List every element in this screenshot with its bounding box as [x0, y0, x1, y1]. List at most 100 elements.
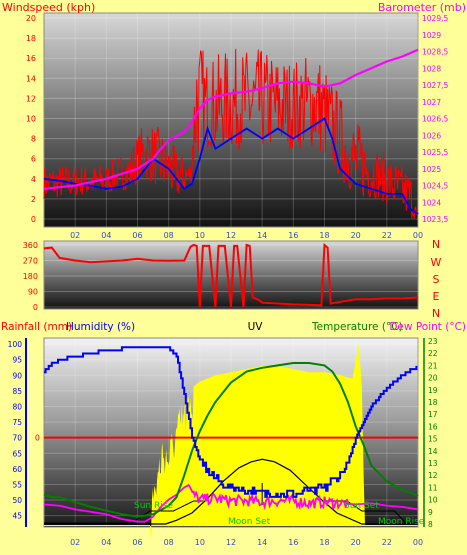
wind-x-tick-label: 22 [382, 231, 392, 240]
dew-point-line [43, 483, 419, 523]
temperature-tick-label: 13 [428, 459, 438, 468]
direction-axis-ticks: 0 90 180 270 360 [23, 241, 38, 312]
temperature-tick-label: 23 [428, 337, 438, 346]
barometer-tick-label: 1024 [422, 198, 441, 207]
moon-rise-label: Moon Rise [378, 517, 425, 527]
solar-radiation-area [44, 344, 418, 541]
direction-letter-e: E [433, 290, 440, 303]
barometer-tick-label: 1024,5 [422, 182, 448, 191]
temperature-tick-label: 18 [428, 398, 438, 407]
climate-x-tick-label: 16 [288, 538, 298, 547]
barometer-tick-label: 1025,5 [422, 148, 448, 157]
direction-letter-s: S [433, 273, 440, 286]
temperature-axis-title: Temperature (°C) [311, 321, 403, 333]
wind-x-tick-label: 10 [195, 231, 205, 240]
wind-x-tick-label: 16 [288, 231, 298, 240]
windspeed-tick-label: 10 [26, 115, 36, 124]
windspeed-tick-label: 20 [26, 14, 36, 23]
wind-x-tick-label: 18 [319, 231, 329, 240]
windspeed-tick-label: 12 [26, 94, 36, 103]
average-windspeed-line [43, 117, 419, 215]
direction-tick-label: 0 [33, 303, 38, 312]
temperature-tick-label: 19 [428, 386, 438, 395]
windspeed-axis-title: Windspeed (kph) [2, 1, 95, 14]
humidity-tick-label: 60 [12, 465, 22, 474]
temperature-line [43, 362, 419, 518]
windspeed-line [43, 48, 418, 219]
direction-tick-label: 180 [23, 272, 38, 281]
climate-x-tick-label: 22 [382, 538, 392, 547]
humidity-tick-label: 100 [8, 340, 23, 349]
windspeed-tick-label: 8 [31, 135, 36, 144]
wind-x-tick-label: 12 [226, 231, 236, 240]
climate-x-tick-label: 02 [70, 538, 80, 547]
temperature-tick-label: 17 [428, 410, 438, 419]
rainfall-tick-label: 0 [35, 434, 40, 443]
temperature-tick-label: 10 [428, 496, 438, 505]
humidity-tick-label: 75 [12, 418, 22, 427]
climate-x-tick-label: 00 [413, 538, 423, 547]
barometer-axis-title: Barometer (mb) [378, 1, 466, 14]
wind-x-tick-label: 02 [70, 231, 80, 240]
temperature-tick-label: 9 [428, 508, 433, 517]
wind-axis-ticks: 024681012141618201023,510241024,51025102… [26, 14, 449, 240]
windspeed-tick-label: 18 [26, 34, 36, 43]
humidity-tick-label: 90 [12, 371, 22, 380]
barometer-tick-label: 1027,5 [422, 81, 448, 90]
moon-set-label: Moon Set [228, 517, 271, 527]
direction-tick-label: 90 [28, 288, 38, 297]
direction-letter-n: N [432, 238, 440, 251]
temperature-tick-label: 22 [428, 349, 438, 358]
wind-direction-line [43, 242, 419, 308]
humidity-tick-label: 95 [12, 356, 22, 365]
direction-tick-label: 360 [23, 241, 38, 250]
climate-x-tick-label: 20 [351, 538, 361, 547]
barometer-tick-label: 1025 [422, 165, 441, 174]
barometer-tick-label: 1026,5 [422, 115, 448, 124]
windspeed-tick-label: 2 [31, 195, 36, 204]
windspeed-tick-label: 14 [26, 74, 36, 83]
humidity-tick-label: 45 [12, 512, 22, 521]
climate-x-tick-label: 14 [257, 538, 267, 547]
climate-x-tick-label: 08 [164, 538, 174, 547]
temperature-tick-label: 11 [428, 483, 438, 492]
wind-x-tick-label: 20 [351, 231, 361, 240]
uv-axis-title: UV [248, 321, 264, 333]
direction-tick-label: 270 [23, 257, 38, 266]
windspeed-tick-label: 6 [31, 155, 36, 164]
barometer-tick-label: 1026 [422, 131, 441, 140]
humidity-tick-label: 55 [12, 480, 22, 489]
barometer-tick-label: 1028,5 [422, 48, 448, 57]
windspeed-tick-label: 0 [31, 215, 36, 224]
windspeed-tick-label: 16 [26, 54, 36, 63]
direction-letter-w: W [431, 256, 442, 269]
rainfall-axis-title: Rainfall (mm) [1, 321, 72, 333]
sun-rise-label: Sun Rise [134, 501, 173, 511]
climate-x-tick-label: 12 [226, 538, 236, 547]
sun-set-label: Sun Set [344, 501, 379, 511]
humidity-axis-title: Humidity (%) [66, 321, 135, 333]
barometer-tick-label: 1023,5 [422, 215, 448, 224]
temperature-tick-label: 21 [428, 361, 438, 370]
direction-letter-n2: N [432, 307, 440, 320]
wind-x-tick-label: 04 [101, 231, 111, 240]
temperature-tick-label: 16 [428, 422, 438, 431]
temperature-tick-label: 12 [428, 471, 438, 480]
humidity-tick-label: 85 [12, 387, 22, 396]
sun-moon-line-left [44, 500, 203, 524]
climate-x-tick-label: 06 [132, 538, 142, 547]
barometer-tick-label: 1029,5 [422, 14, 448, 23]
humidity-tick-label: 70 [12, 434, 22, 443]
climate-series [43, 344, 419, 541]
humidity-tick-label: 65 [12, 449, 22, 458]
barometer-tick-label: 1029 [422, 31, 441, 40]
direction-series [43, 242, 419, 308]
climate-x-tick-label: 18 [319, 538, 329, 547]
barometer-tick-label: 1028 [422, 64, 441, 73]
temperature-tick-label: 15 [428, 435, 438, 444]
humidity-tick-label: 80 [12, 402, 22, 411]
wind-x-tick-label: 00 [413, 231, 423, 240]
climate-x-tick-label: 04 [101, 538, 111, 547]
